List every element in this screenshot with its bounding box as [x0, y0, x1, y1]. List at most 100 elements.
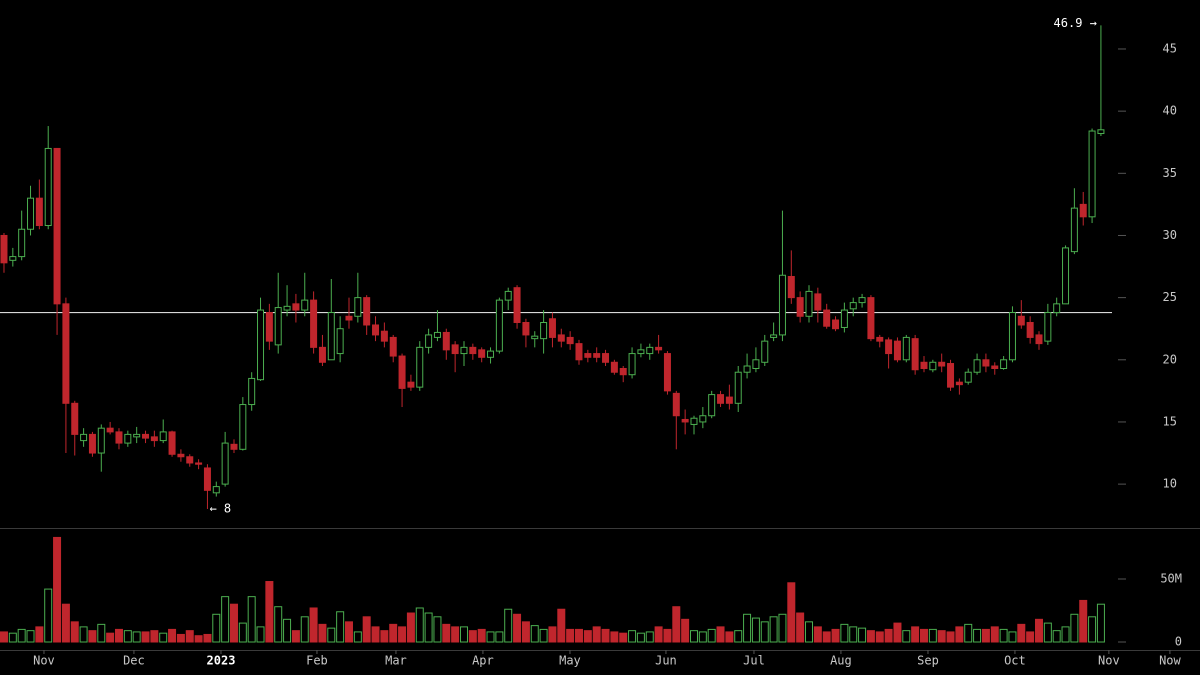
volume-bar: [97, 623, 106, 643]
candle-body: [372, 324, 380, 336]
candle-body: [133, 433, 141, 438]
x-tick-label: Now: [1159, 654, 1181, 668]
volume-bar: [468, 630, 477, 643]
volume-bar: [884, 628, 893, 643]
volume-bar: [274, 606, 283, 643]
candle-body: [955, 381, 963, 386]
candle-body: [849, 302, 857, 310]
candle-body: [257, 309, 265, 381]
y-tick-label: 35: [1163, 166, 1177, 180]
candle-body: [9, 256, 17, 261]
volume-bar: [999, 628, 1008, 643]
candle-body: [159, 431, 167, 442]
volume-bar: [159, 632, 168, 643]
volume-bar: [1088, 616, 1097, 643]
volume-bar: [168, 628, 177, 643]
candle-body: [531, 335, 539, 340]
volume-bar: [1034, 618, 1043, 643]
volume-bar: [327, 627, 336, 643]
volume-bar: [1008, 631, 1017, 643]
candle-body: [354, 297, 362, 317]
volume-bar: [654, 626, 663, 643]
candle-body: [610, 361, 618, 373]
volume-tick-label: 0: [1175, 635, 1182, 649]
candle-body: [97, 427, 105, 454]
volume-bar: [919, 628, 928, 643]
volume-bar: [300, 616, 309, 643]
volume-bar: [114, 628, 123, 643]
candle-body: [929, 361, 937, 371]
candle-body: [752, 359, 760, 369]
volume-bar: [176, 633, 185, 643]
volume-bar: [141, 631, 150, 643]
candle-body: [991, 365, 999, 369]
candle-body: [150, 436, 158, 442]
volume-bar: [495, 631, 504, 643]
candle-body: [593, 353, 601, 358]
candle-body: [221, 442, 229, 485]
volume-tick-label: 50M: [1160, 572, 1182, 586]
candle-body: [203, 467, 211, 491]
volume-bar: [681, 618, 690, 643]
candle-body: [1053, 303, 1061, 314]
volume-bar: [415, 607, 424, 643]
candle-body: [619, 367, 627, 376]
candle-body: [1017, 315, 1025, 326]
x-tick-label: 2023: [207, 654, 236, 668]
candle-body: [283, 305, 291, 311]
candle-body: [301, 299, 309, 311]
candle-body: [80, 433, 88, 442]
volume-bar: [371, 626, 380, 643]
candle-body: [832, 319, 840, 330]
y-tick-label: 10: [1163, 477, 1177, 491]
volume-bar: [336, 611, 345, 643]
volume-bar: [442, 623, 451, 643]
volume-bar: [486, 631, 495, 643]
candle-body: [62, 303, 70, 404]
volume-bar: [946, 631, 955, 643]
candle-body: [911, 338, 919, 371]
x-tick-label: Mar: [385, 654, 407, 668]
candle-body: [566, 336, 574, 345]
volume-bar: [831, 628, 840, 643]
candle-body: [672, 392, 680, 417]
volume-bar: [566, 628, 575, 643]
volume-bar: [858, 627, 867, 643]
candle-body: [0, 234, 8, 264]
candle-body: [778, 274, 786, 336]
candle-body: [336, 328, 344, 355]
volume-bar: [592, 626, 601, 643]
volume-bar: [17, 628, 26, 643]
candle-body: [487, 350, 495, 358]
volume-bar: [318, 623, 327, 643]
volume-bar: [937, 630, 946, 643]
volume-bar: [751, 617, 760, 643]
volume-bar: [1061, 626, 1070, 643]
candle-body: [1035, 334, 1043, 345]
volume-bar: [221, 596, 230, 643]
candle-body: [327, 312, 335, 361]
x-tick-label: Apr: [472, 654, 494, 668]
candle-body: [274, 307, 282, 346]
volume-bar: [389, 623, 398, 643]
candle-body: [1062, 247, 1070, 305]
candle-body: [495, 299, 503, 352]
candle-body: [655, 346, 663, 351]
volume-bar: [53, 536, 62, 643]
volume-bar: [353, 631, 362, 643]
volume-bar: [247, 596, 256, 643]
y-tick-label: 40: [1163, 104, 1177, 118]
x-tick-label: Nov: [1098, 654, 1120, 668]
candle-body: [88, 433, 96, 454]
volume-bar: [459, 626, 468, 643]
x-tick-label: Feb: [306, 654, 328, 668]
volume-bar: [725, 631, 734, 643]
candle-body: [628, 353, 636, 376]
candle-body: [44, 147, 52, 227]
candle-body: [1008, 312, 1016, 361]
volume-bar: [35, 626, 44, 643]
candle-body: [292, 303, 300, 311]
candle-body: [398, 355, 406, 389]
candle-body: [584, 353, 592, 358]
volume-bar: [672, 606, 681, 643]
